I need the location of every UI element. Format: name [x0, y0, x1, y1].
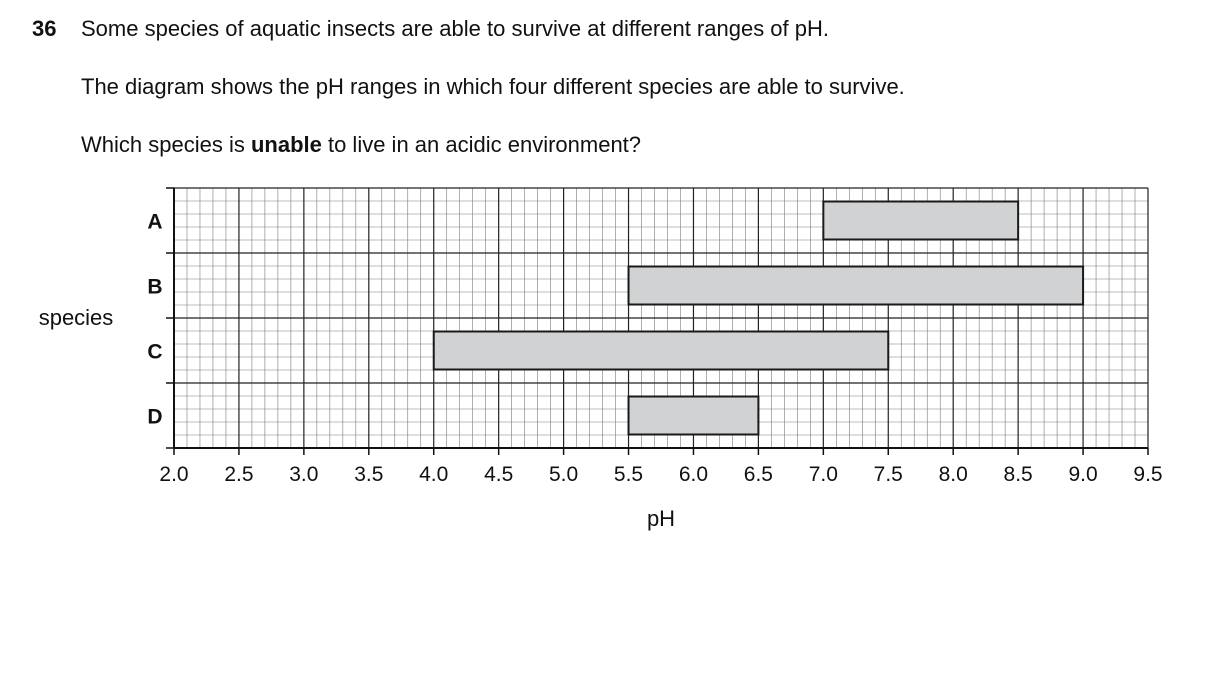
x-tick-label: 8.0	[939, 463, 968, 486]
x-tick-label: 7.0	[809, 463, 838, 486]
range-bar-a	[822, 200, 1020, 241]
x-tick-label: 4.0	[419, 463, 448, 486]
x-tick-label: 7.5	[874, 463, 903, 486]
prompt-emphasis: unable	[250, 132, 322, 157]
question-number: 36	[32, 16, 57, 41]
prompt-text-end: to live in an acidic environment?	[321, 132, 642, 157]
x-tick-label: 9.0	[1068, 463, 1097, 486]
x-tick-label: 5.5	[614, 463, 643, 486]
range-bar-d	[627, 395, 760, 436]
range-bar-c	[432, 330, 890, 371]
x-tick-label: 6.5	[744, 463, 773, 486]
x-tick-label: 3.0	[289, 463, 318, 486]
chart-axes	[166, 187, 1149, 455]
species-label-a: A	[147, 211, 162, 234]
x-tick-label: 2.5	[224, 463, 253, 486]
x-axis-label: pH	[647, 506, 675, 531]
question-description: The diagram shows the pH ranges in which…	[81, 74, 905, 99]
prompt-text-start: Which species is	[81, 132, 251, 157]
species-labels: A B C D	[147, 211, 162, 429]
x-tick-labels: 2.0 2.5 3.0 3.5 4.0 4.5 5.0 5.5 6.0 6.5 7.0 7.5 8.0 8…	[159, 463, 1162, 486]
x-tick-label: 8.5	[1004, 463, 1033, 486]
species-label-c: C	[147, 341, 162, 364]
x-tick-label: 6.0	[679, 463, 708, 486]
y-axis-label: species	[39, 305, 114, 330]
species-label-b: B	[147, 276, 162, 299]
question-intro: Some species of aquatic insects are able…	[81, 16, 829, 41]
range-bar-b	[627, 265, 1085, 306]
x-tick-label: 5.0	[549, 463, 578, 486]
x-tick-label: 2.0	[159, 463, 188, 486]
species-label-d: D	[147, 406, 162, 429]
x-tick-label: 9.5	[1133, 463, 1162, 486]
question-prompt: Which species is unable to live in an ac…	[81, 132, 641, 158]
range-bars	[432, 200, 1085, 436]
x-tick-label: 3.5	[354, 463, 383, 486]
x-tick-label: 4.5	[484, 463, 513, 486]
